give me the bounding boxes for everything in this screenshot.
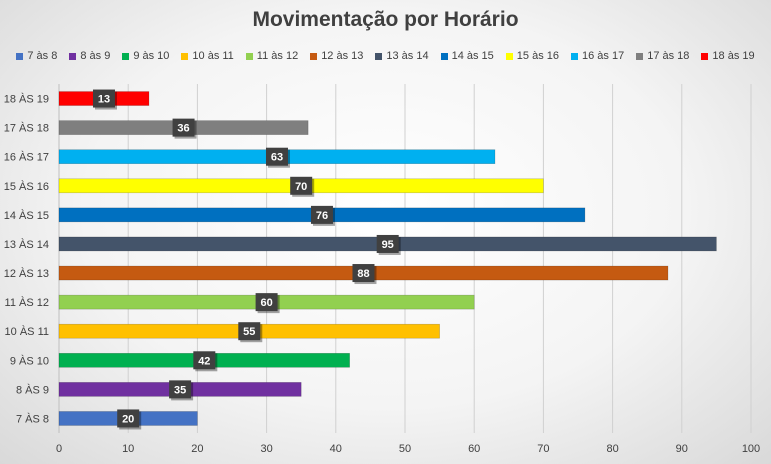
legend-label: 7 às 8 (27, 50, 58, 62)
y-tick-label: 11 ÀS 12 (5, 296, 49, 309)
chart-title: Movimentação por Horário (252, 8, 519, 31)
x-tick-label: 20 (191, 443, 203, 455)
data-label-box (265, 147, 288, 166)
legend-swatch (245, 52, 253, 60)
legend-label: 11 às 12 (256, 50, 299, 62)
y-tick-label: 10 ÀS 11 (5, 325, 49, 338)
y-tick-label: 15 ÀS 16 (4, 180, 49, 193)
legend-swatch (505, 52, 513, 60)
x-tick-label: 0 (56, 443, 62, 455)
x-tick-label: 80 (606, 443, 618, 455)
data-label-box (376, 234, 399, 253)
data-label-box (290, 176, 313, 195)
y-tick-label: 14 ÀS 15 (4, 209, 49, 222)
legend-swatch (122, 52, 130, 60)
y-tick-label: 13 ÀS 14 (4, 238, 49, 251)
data-label: 35 (174, 384, 186, 396)
data-label: 88 (357, 268, 369, 280)
data-label: 63 (271, 152, 283, 164)
data-label-box (193, 351, 216, 370)
data-label-box (352, 264, 375, 283)
legend-swatch (636, 52, 644, 60)
legend-item: 9 às 10 (122, 50, 169, 62)
data-label: 70 (295, 181, 307, 193)
legend-label: 17 às 18 (647, 50, 690, 62)
y-tick-label: 9 ÀS 10 (10, 354, 49, 367)
y-tick-label: 12 ÀS 13 (4, 267, 49, 280)
y-tick-label: 8 ÀS 9 (16, 383, 49, 396)
legend-swatch (440, 52, 448, 60)
data-label: 95 (382, 239, 394, 251)
data-label: 36 (177, 123, 189, 135)
data-label-box (255, 293, 278, 312)
y-tick-label: 7 ÀS 8 (16, 412, 49, 425)
legend-item: 12 às 13 (310, 50, 363, 62)
x-tick-label: 40 (330, 443, 342, 455)
x-tick-label: 10 (122, 443, 134, 455)
legend-item: 13 às 14 (375, 50, 429, 62)
data-label-box (169, 380, 192, 399)
x-tick-label: 70 (537, 443, 549, 455)
legend-item: 15 às 16 (505, 50, 559, 62)
data-label-box (310, 205, 333, 224)
legend-swatch (701, 52, 709, 60)
y-tick-label: 18 ÀS 19 (4, 93, 49, 106)
legend-label: 13 às 14 (386, 50, 429, 62)
legend-item: 17 às 18 (636, 50, 689, 62)
legend-label: 9 às 10 (133, 50, 170, 62)
data-label: 76 (316, 210, 328, 222)
legend-label: 10 às 11 (192, 50, 234, 62)
data-label-box (172, 118, 195, 137)
legend-item: 18 às 19 (701, 50, 755, 62)
data-label: 20 (122, 413, 134, 425)
chart-legend: 7 às 8 8 às 9 9 às 10 10 às 11 11 às 12 12 às… (0, 50, 771, 62)
data-label-box (238, 322, 261, 341)
legend-item: 8 às 9 (69, 50, 110, 62)
legend-label: 14 às 15 (451, 50, 494, 62)
legend-swatch (69, 52, 77, 60)
legend-item: 16 às 17 (571, 50, 624, 62)
legend-label: 15 às 16 (516, 50, 559, 62)
legend-swatch (16, 52, 24, 60)
y-tick-label: 17 ÀS 18 (4, 122, 49, 135)
data-label: 55 (243, 326, 255, 338)
data-label: 60 (260, 297, 272, 309)
data-label-box (117, 409, 140, 428)
legend-swatch (181, 52, 189, 60)
data-label: 42 (198, 355, 210, 367)
legend-label: 12 às 13 (321, 50, 364, 62)
x-tick-label: 60 (468, 443, 480, 455)
legend-label: 8 às 9 (80, 50, 111, 62)
legend-swatch (571, 52, 578, 60)
data-label-box (92, 89, 115, 108)
legend-label: 16 às 17 (582, 50, 625, 62)
legend-swatch (310, 52, 318, 60)
legend-item: 10 às 11 (181, 50, 234, 62)
legend-item: 7 às 8 (16, 50, 57, 62)
legend-item: 11 às 12 (245, 50, 299, 62)
legend-label: 18 às 19 (712, 50, 755, 62)
y-tick-label: 16 ÀS 17 (4, 151, 49, 164)
x-tick-label: 30 (260, 443, 272, 455)
x-tick-label: 90 (676, 443, 688, 455)
data-label: 13 (98, 94, 110, 106)
legend-item: 14 às 15 (440, 50, 494, 62)
x-tick-label: 50 (399, 443, 411, 455)
x-tick-label: 100 (742, 443, 760, 455)
legend-swatch (375, 52, 383, 60)
